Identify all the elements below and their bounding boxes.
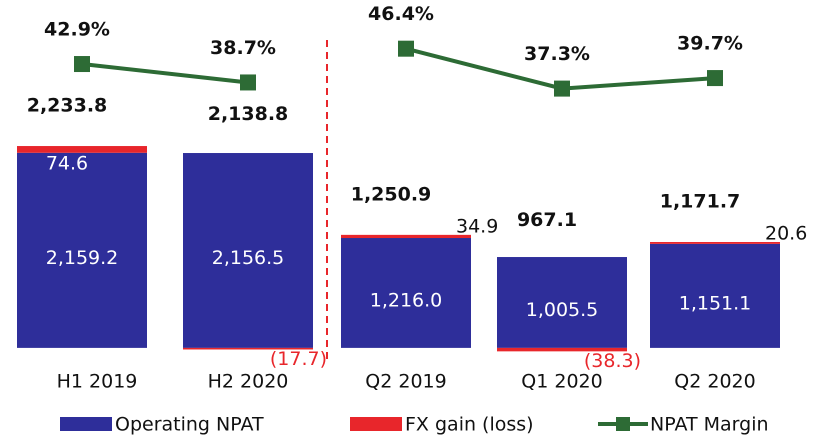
margin-marker [74,56,90,73]
legend-swatch [350,417,402,431]
total-label: 1,171.7 [660,191,741,213]
legend-label: NPAT Margin [650,414,769,436]
value-label: 20.6 [765,223,807,245]
margin-label: 39.7% [677,33,743,55]
bar-segment [17,152,147,348]
legend-swatch [616,417,630,431]
margin-marker [707,70,723,87]
bar-segment [183,347,313,350]
x-tick-label: H2 2020 [208,371,289,393]
value-label: 34.9 [456,215,498,237]
legend-swatch [60,417,112,431]
margin-label: 46.4% [368,3,434,25]
x-tick-label: Q2 2020 [674,371,755,393]
bar-segment [341,234,471,239]
value-label: 1,151.1 [679,292,752,314]
bar-segment [497,257,627,348]
value-label: (17.7) [270,348,327,370]
value-label: 2,159.2 [46,247,119,269]
bar-segment [650,243,780,348]
total-label: 2,233.8 [27,95,108,117]
x-tick-label: Q1 2020 [521,371,602,393]
total-label: 1,250.9 [351,183,432,205]
bar-segment [650,242,780,244]
bar-segment [183,153,313,348]
total-label: 967.1 [517,209,577,231]
margin-label: 42.9% [44,19,110,41]
value-label: 2,156.5 [212,247,285,269]
bar-segment [341,238,471,348]
bar-segment [17,146,147,153]
value-label: 1,005.5 [526,299,599,321]
value-label: (38.3) [584,350,641,372]
margin-line [81,62,249,85]
margin-marker [240,74,256,91]
legend-label: FX gain (loss) [405,414,534,436]
bar-segment [497,347,627,352]
margin-marker [398,40,414,57]
value-label: 1,216.0 [370,289,443,311]
margin-label: 38.7% [210,37,276,59]
x-tick-label: Q2 2019 [365,371,446,393]
margin-label: 37.3% [524,43,590,65]
margin-marker [554,80,570,97]
x-tick-label: H1 2019 [57,371,138,393]
value-label: 74.6 [46,153,88,175]
legend-label: Operating NPAT [115,414,264,436]
total-label: 2,138.8 [208,103,289,125]
